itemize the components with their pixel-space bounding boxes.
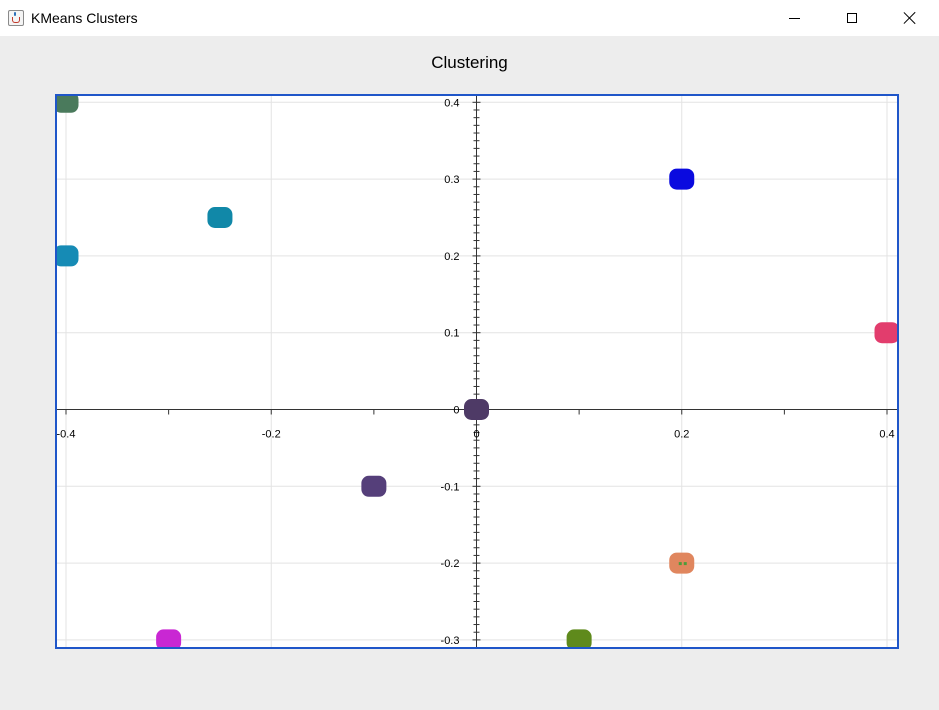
cluster-marker [669,168,695,190]
cluster-7 [361,475,387,497]
cluster-3 [56,245,79,267]
cluster-marker [156,629,182,648]
minimize-button[interactable] [765,0,823,36]
window-title: KMeans Clusters [31,10,138,26]
x-tick-label: 0 [473,429,479,441]
y-tick-label: -0.1 [441,481,460,493]
cluster-marker [464,399,489,420]
cluster-accent [683,562,687,566]
x-tick-label: -0.2 [262,429,281,441]
java-app-icon [8,10,24,26]
chart-title: Clustering [431,53,508,72]
maximize-button[interactable] [823,0,881,36]
cluster-6 [464,399,489,420]
cluster-8 [669,552,695,574]
cluster-2 [207,207,233,228]
cluster-accent [678,562,682,566]
y-tick-label: 0.2 [444,251,459,263]
minimize-icon [788,17,800,19]
x-tick-label: 0.2 [674,429,689,441]
plot-frame [55,94,899,649]
cluster-marker [56,245,79,267]
cluster-marker [207,207,233,228]
cluster-marker [56,95,79,113]
x-tick-label: 0.4 [879,429,894,441]
window-controls [765,0,939,36]
window-titlebar: KMeans Clusters [0,0,939,36]
maximize-icon [847,13,857,23]
y-tick-label: -0.2 [441,558,460,570]
cluster-marker [874,322,898,344]
cluster-4 [669,168,695,190]
cluster-10 [566,629,592,648]
cluster-5 [874,322,898,344]
cluster-points [56,95,898,648]
y-tick-label: 0 [453,405,459,417]
x-tick-label: -0.4 [57,429,76,441]
y-tick-label: -0.3 [441,635,460,647]
cluster-marker [566,629,592,648]
y-tick-label: 0.1 [444,328,459,340]
y-tick-label: 0.4 [444,97,459,109]
y-tick-label: 0.3 [444,174,459,186]
cluster-9 [156,629,182,648]
cluster-1 [56,95,79,113]
cluster-marker [361,475,387,497]
